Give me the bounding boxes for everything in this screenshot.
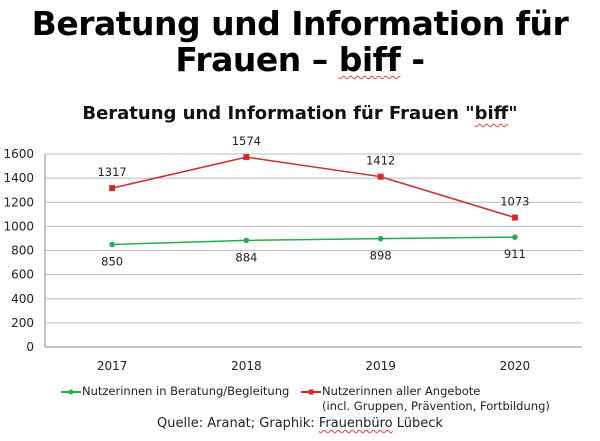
x-tick-label: 2018 bbox=[231, 359, 262, 373]
title-text: Frauen – bbox=[175, 40, 339, 79]
series-line-1 bbox=[111, 156, 516, 219]
title-text-end: - bbox=[400, 40, 425, 79]
data-point bbox=[243, 237, 250, 244]
legend-label-line2: (incl. Gruppen, Prävention, Fortbildung) bbox=[322, 399, 550, 413]
data-point bbox=[109, 185, 116, 192]
data-label: 884 bbox=[235, 250, 257, 264]
source-suffix: Lübeck bbox=[392, 416, 443, 431]
legend-green-marker-icon bbox=[61, 389, 81, 394]
y-tick-label: 1600 bbox=[3, 147, 34, 161]
data-label: 850 bbox=[101, 254, 123, 268]
y-tick-label: 1400 bbox=[3, 171, 34, 185]
legend-red-marker-icon bbox=[301, 389, 321, 394]
data-point bbox=[377, 173, 384, 180]
data-label: 911 bbox=[504, 247, 526, 261]
legend-label: Nutzerinnen in Beratung/Begleitung bbox=[82, 384, 290, 398]
chart-title-biff: biff bbox=[474, 103, 509, 124]
x-tick-label: 2020 bbox=[500, 359, 531, 373]
source-author: Frauenbüro bbox=[318, 416, 393, 431]
legend-label: Nutzerinnen aller Angebote bbox=[322, 384, 481, 398]
data-point bbox=[511, 214, 518, 221]
data-point bbox=[109, 241, 115, 248]
y-tick-label: 1000 bbox=[3, 219, 34, 233]
title-biff: biff bbox=[338, 40, 401, 79]
data-label: 1574 bbox=[232, 134, 261, 148]
y-tick-label: 800 bbox=[11, 244, 34, 258]
slide-title-line1: Beratung und Information für bbox=[31, 4, 569, 43]
data-point bbox=[512, 234, 518, 240]
y-tick-label: 1200 bbox=[3, 195, 34, 209]
y-tick-label: 0 bbox=[26, 340, 34, 354]
data-label: 1412 bbox=[366, 154, 395, 168]
y-tick-label: 400 bbox=[11, 292, 34, 306]
data-point bbox=[377, 235, 384, 242]
source-note: Quelle: Aranat; Graphik: Frauenbüro Lübe… bbox=[0, 416, 600, 431]
x-tick-label: 2017 bbox=[97, 359, 128, 373]
slide-title-line2: Frauen – biff - bbox=[0, 42, 600, 78]
source-prefix: Quelle: Aranat; Graphik: bbox=[157, 416, 319, 431]
legend-item-green: Nutzerinnen in Beratung/Begleitung bbox=[60, 384, 289, 399]
series-line-0 bbox=[112, 236, 515, 246]
x-tick-label: 2019 bbox=[365, 359, 396, 373]
chart-title-text: Beratung und Information für Frauen " bbox=[82, 103, 475, 124]
data-label: 1073 bbox=[500, 195, 529, 209]
data-label: 1317 bbox=[97, 165, 126, 179]
chart-title-quote: " bbox=[508, 103, 518, 124]
data-label: 898 bbox=[370, 249, 392, 263]
y-tick-label: 200 bbox=[11, 316, 34, 330]
chart-title: Beratung und Information für Frauen "bif… bbox=[0, 103, 600, 124]
data-point bbox=[243, 154, 250, 161]
y-tick-label: 600 bbox=[11, 268, 34, 282]
slide-title: Beratung und Information für Frauen – bi… bbox=[0, 6, 600, 78]
legend-item-red: Nutzerinnen aller Angebote (incl. Gruppe… bbox=[300, 384, 550, 414]
